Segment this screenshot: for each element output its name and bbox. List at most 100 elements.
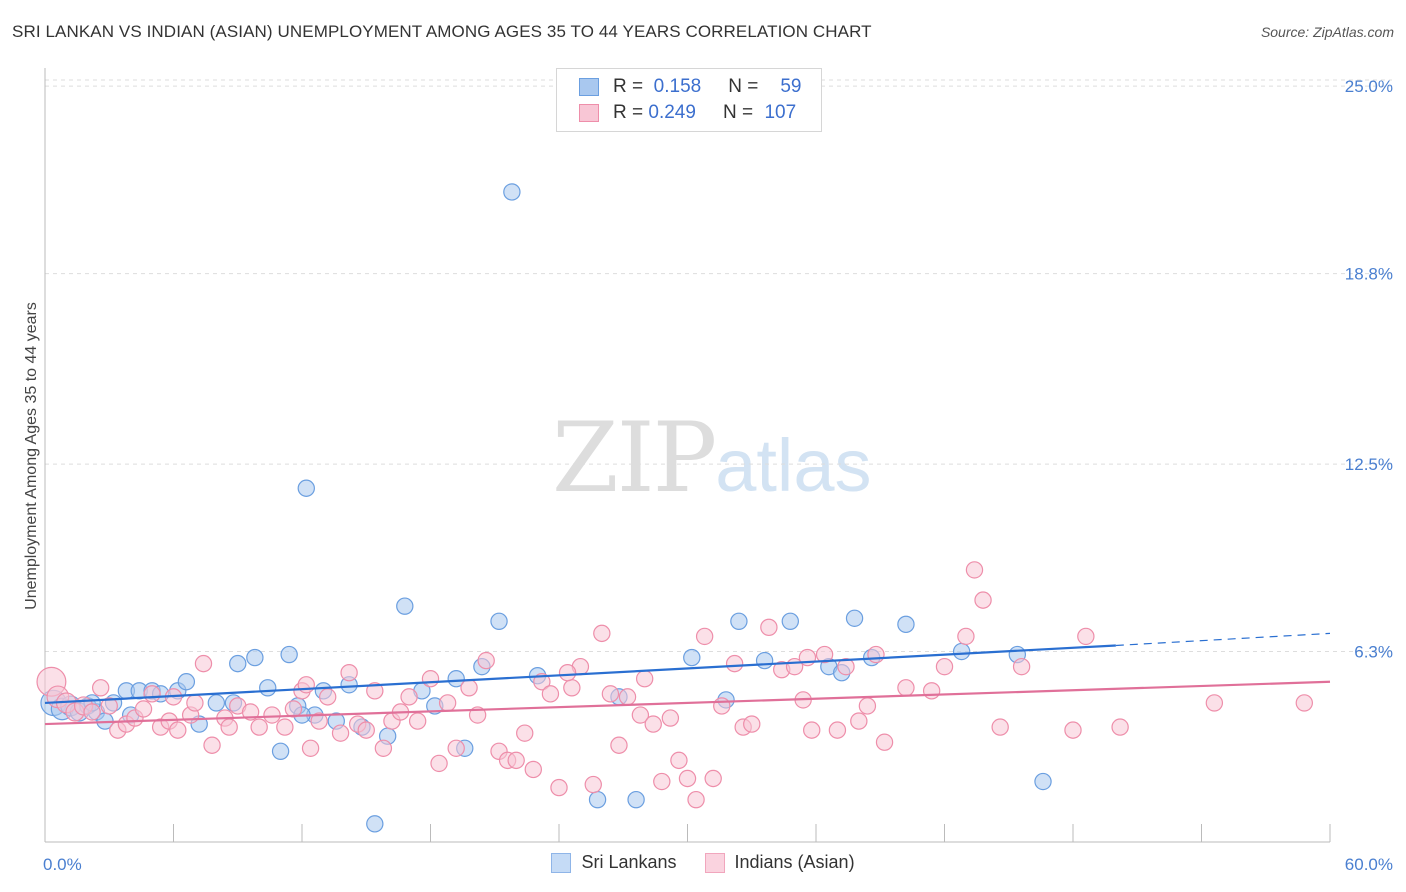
indians-asian-point (610, 736, 628, 754)
watermark-zip: ZIP (552, 402, 717, 514)
indians-asian-point (310, 712, 328, 730)
y-tick-label: 6.3% (1354, 643, 1393, 662)
indians-asian-point (550, 778, 568, 797)
sri-lankans-point (246, 648, 264, 667)
indians-asian-point (477, 651, 495, 670)
indians-asian-point (250, 718, 268, 736)
indians-asian-point (143, 685, 161, 703)
sri-lankans-point (366, 815, 384, 833)
indians-asian-point (507, 751, 525, 770)
indians-asian-point (220, 718, 238, 736)
indians-asian-point (447, 739, 465, 757)
indians-asian-point (1295, 694, 1314, 712)
indians-asian-point (276, 718, 294, 736)
sri-lankans-point (730, 612, 748, 630)
tick-labels: 6.3% 12.5% 18.8% 25.0% 0.0% 60.0% (43, 77, 1393, 874)
indians-asian-point (91, 679, 110, 697)
indians-asian-point (897, 679, 915, 697)
indians-asian-point (687, 790, 705, 809)
x-tick-label: 60.0% (1345, 855, 1393, 874)
indians-asian-point (653, 772, 671, 791)
indians-asian-point (803, 721, 821, 739)
indians-asian-point (1077, 627, 1095, 646)
sri-lankans-point (781, 612, 800, 630)
indians-asian-point (430, 754, 448, 773)
indians-asian-point (366, 682, 384, 700)
watermark-atlas: atlas (715, 424, 872, 507)
y-axis-label: Unemployment Among Ages 35 to 44 years (23, 302, 40, 610)
indians-asian-point (725, 654, 744, 673)
indians-asian-point (284, 700, 303, 718)
indians-asian-point (319, 688, 337, 706)
sri-lankans-point (683, 648, 701, 667)
indians-asian-point (584, 775, 602, 794)
indians-asian-trend-line (44, 680, 1331, 726)
x-tick-label: 0.0% (43, 855, 82, 874)
indians-asian-point (100, 697, 118, 715)
legend-swatch-blue (579, 78, 599, 96)
sri-lankans-point (755, 651, 774, 670)
indians-asian-point (421, 670, 440, 688)
indians-asian-point (991, 718, 1009, 736)
indians-asian-point (957, 627, 975, 646)
y-tick-label: 18.8% (1345, 265, 1393, 284)
indians-asian-point (858, 697, 877, 715)
series-indians-asian (36, 561, 1314, 809)
sri-lankans-point (897, 615, 915, 634)
indians-asian-point (593, 624, 611, 643)
legend-n-value: 59 (780, 76, 802, 97)
sri-lankans-point (627, 790, 645, 809)
sri-lankans-point (297, 479, 315, 497)
sri-lankans-point (1034, 772, 1052, 791)
indians-asian-point (408, 712, 427, 730)
y-tick-label: 12.5% (1345, 455, 1393, 474)
indians-asian-point (743, 715, 761, 733)
indians-asian-point (83, 703, 101, 721)
indians-asian-point (631, 706, 650, 724)
indians-asian-point (516, 724, 534, 742)
indians-asian-point (635, 670, 654, 688)
legend-swatch-pink (704, 852, 725, 873)
indians-asian-point (297, 676, 315, 694)
sri-lankans-point (490, 612, 508, 630)
indians-asian-point (331, 724, 350, 742)
indians-asian-point (828, 721, 847, 739)
legend-label-indians-asian: Indians (Asian) (734, 852, 855, 872)
sri-lankans-point (280, 645, 298, 664)
indians-asian-point (670, 751, 688, 770)
indians-asian-point (400, 688, 418, 706)
indians-asian-point (695, 627, 714, 646)
indians-asian-point (661, 709, 680, 727)
indians-asian-point (644, 715, 662, 733)
indians-asian-point (357, 721, 375, 739)
sri-lankans-point (177, 673, 196, 691)
indians-asian-point (438, 694, 457, 712)
legend-r-label: R = (613, 76, 644, 97)
y-tick-label: 25.0% (1345, 77, 1393, 96)
indians-asian-point (837, 657, 855, 676)
sri-lankans-trend-extension (1115, 632, 1331, 647)
indians-asian-point (241, 703, 260, 721)
sri-lankans-point (447, 670, 465, 688)
indians-asian-point (618, 688, 637, 706)
legend-n-label: N = (728, 76, 759, 97)
sri-lankans-point (207, 694, 226, 712)
indians-asian-point (169, 721, 187, 739)
watermark: ZIPatlas (552, 402, 872, 514)
legend-r-label: R = (613, 102, 644, 123)
indians-asian-point (194, 654, 213, 673)
indians-asian-point (134, 700, 153, 718)
indians-asian-point (558, 663, 577, 682)
indians-asian-point (1064, 721, 1082, 739)
indians-asian-point (1111, 718, 1129, 736)
sri-lankans-point (229, 654, 247, 673)
indians-asian-point (301, 739, 320, 757)
indians-asian-point (203, 736, 221, 754)
sri-lankans-point (503, 183, 521, 201)
indians-asian-point (533, 673, 551, 691)
correlation-legend: R = 0.158 N = 59 R = 0.249 N = 107 (556, 68, 822, 132)
legend-n-value: 107 (764, 102, 797, 123)
indians-asian-point (186, 694, 204, 712)
indians-asian-point (460, 679, 478, 697)
